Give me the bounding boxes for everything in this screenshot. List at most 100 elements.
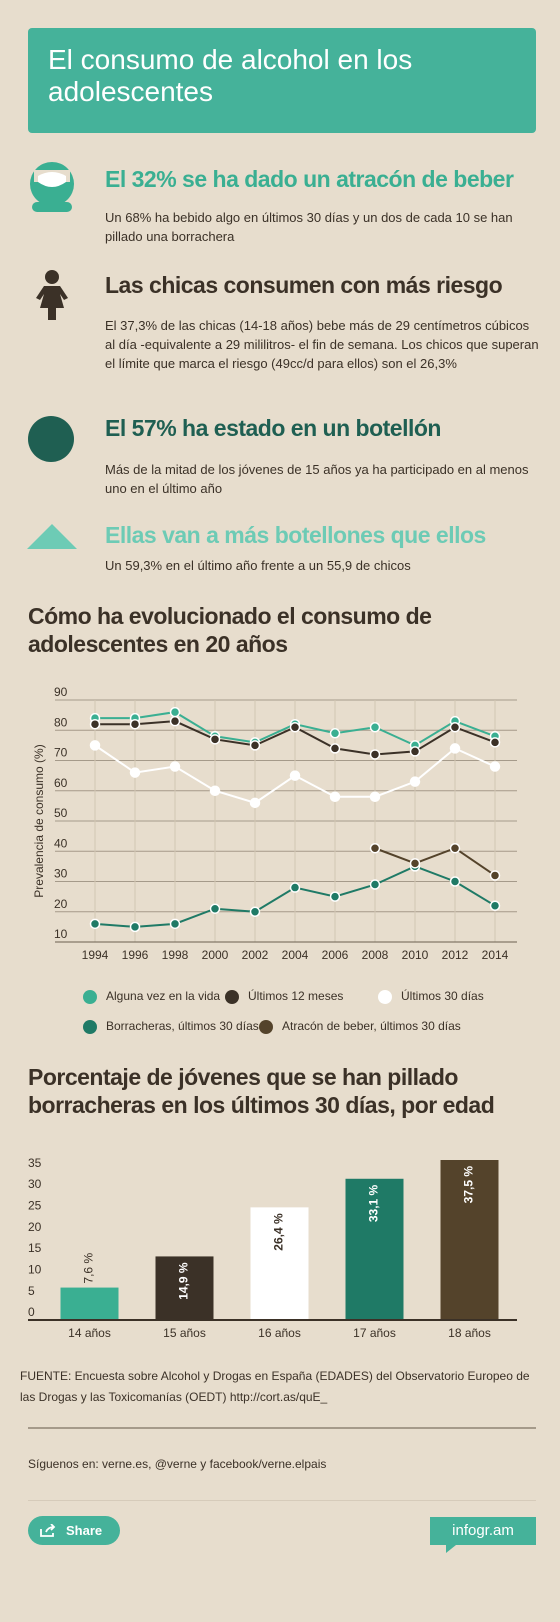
fact-text: Un 59,3% en el último año frente a un 55… — [105, 558, 411, 573]
point — [289, 770, 301, 781]
y-tick-label: 10 — [54, 927, 68, 941]
fact-text: El 37,3% de las chicas (14-18 años) bebe… — [105, 318, 539, 371]
x-tick-label: 17 años — [353, 1326, 396, 1340]
point — [369, 842, 381, 854]
point — [489, 870, 501, 881]
point — [449, 743, 461, 754]
brand[interactable]: infogr.am — [430, 1517, 536, 1545]
point — [89, 718, 101, 730]
legend-marker — [83, 990, 97, 1004]
divider — [28, 1427, 536, 1429]
point — [289, 882, 301, 893]
x-tick-label: 14 años — [68, 1326, 111, 1340]
point — [169, 918, 181, 930]
point — [369, 749, 381, 760]
point — [209, 734, 221, 745]
fact-text: Un 68% ha bebido algo en últimos 30 días… — [105, 210, 513, 244]
point — [369, 721, 381, 733]
x-tick-label: 2014 — [482, 948, 509, 962]
series-line — [374, 847, 496, 877]
y-tick-label: 10 — [28, 1263, 42, 1277]
x-tick-label: 2004 — [282, 948, 309, 962]
point — [249, 797, 261, 809]
point — [409, 858, 421, 869]
point — [209, 785, 221, 796]
icon-person — [30, 162, 74, 212]
point — [129, 767, 141, 778]
y-tick-label: 5 — [28, 1284, 35, 1298]
point — [329, 728, 341, 739]
brand-tail — [446, 1545, 456, 1553]
fact-title: Las chicas consumen con más riesgo — [105, 272, 503, 298]
legend-marker — [225, 990, 239, 1004]
point — [209, 903, 221, 914]
point — [169, 706, 181, 718]
point — [89, 740, 101, 751]
y-axis-label: Prevalencia de consumo (%) — [32, 744, 46, 897]
x-tick-label: 2012 — [442, 948, 469, 962]
point — [489, 761, 501, 772]
point — [409, 776, 421, 787]
icon-triangle — [27, 524, 77, 549]
y-tick-label: 40 — [54, 836, 68, 850]
legend-label: Alguna vez en la vida — [106, 989, 220, 1003]
y-tick-label: 0 — [28, 1305, 35, 1319]
point — [369, 879, 381, 890]
legend-label: Borracheras, últimos 30 días — [106, 1019, 259, 1033]
bar — [155, 1256, 214, 1320]
fact-title: El 32% se ha dado un atracón de beber — [105, 166, 514, 192]
divider — [28, 1500, 536, 1501]
legend-marker — [259, 1020, 273, 1034]
x-tick-label: 2008 — [362, 948, 389, 962]
y-tick-label: 25 — [28, 1199, 42, 1213]
point — [489, 737, 501, 748]
point — [129, 718, 141, 730]
legend-label: Atracón de beber, últimos 30 días — [282, 1019, 461, 1033]
fact-title: Ellas van a más botellones que ellos — [105, 522, 486, 548]
point — [249, 906, 261, 917]
y-tick-label: 90 — [54, 685, 68, 699]
point — [129, 921, 141, 933]
y-tick-label: 70 — [54, 746, 68, 760]
point — [329, 743, 341, 754]
point — [449, 842, 461, 854]
point — [409, 746, 421, 757]
share-button[interactable]: Share — [28, 1516, 120, 1545]
x-tick-label: 18 años — [448, 1326, 491, 1340]
x-tick-label: 2006 — [322, 948, 349, 962]
y-tick-label: 30 — [54, 867, 68, 881]
value-label: 37,5 % — [462, 1166, 476, 1204]
point — [289, 721, 301, 733]
point — [329, 791, 341, 803]
header: El consumo de alcohol en los adolescente… — [28, 28, 536, 133]
point — [449, 876, 461, 887]
fact-title: El 57% ha estado en un botellón — [105, 415, 441, 441]
legend-marker — [378, 990, 392, 1004]
value-label: 7,6 % — [82, 1253, 96, 1284]
legend-label: Últimos 12 meses — [248, 988, 343, 1003]
point — [249, 740, 261, 751]
legend-marker — [83, 1020, 97, 1034]
line-chart: 10 20 30 40 50 60 70 80 90 1994 1996 1998 2000 2002 20… — [32, 685, 517, 1034]
y-tick-label: 30 — [28, 1177, 42, 1191]
point — [169, 715, 181, 727]
chart-title: Cómo ha evolucionado el consumo de adole… — [28, 603, 432, 657]
value-label: 33,1 % — [367, 1184, 381, 1222]
point — [369, 791, 381, 803]
y-tick-label: 20 — [54, 897, 68, 911]
legend-label: Últimos 30 días — [401, 988, 484, 1003]
follow: Síguenos en: verne.es, @verne y facebook… — [28, 1457, 327, 1471]
icon-circle — [28, 416, 74, 462]
header-title: El consumo de alcohol en los adolescente… — [48, 44, 413, 107]
bar — [440, 1160, 499, 1320]
value-label: 14,9 % — [177, 1262, 191, 1300]
point — [449, 721, 461, 733]
x-tick-label: 15 años — [163, 1326, 206, 1340]
y-tick-label: 20 — [28, 1220, 42, 1234]
share-label: Share — [66, 1523, 103, 1538]
point — [489, 900, 501, 911]
x-tick-label: 2002 — [242, 948, 269, 962]
chart-title: Porcentaje de jóvenes que se han pillado… — [28, 1064, 495, 1118]
y-tick-label: 35 — [28, 1156, 42, 1170]
